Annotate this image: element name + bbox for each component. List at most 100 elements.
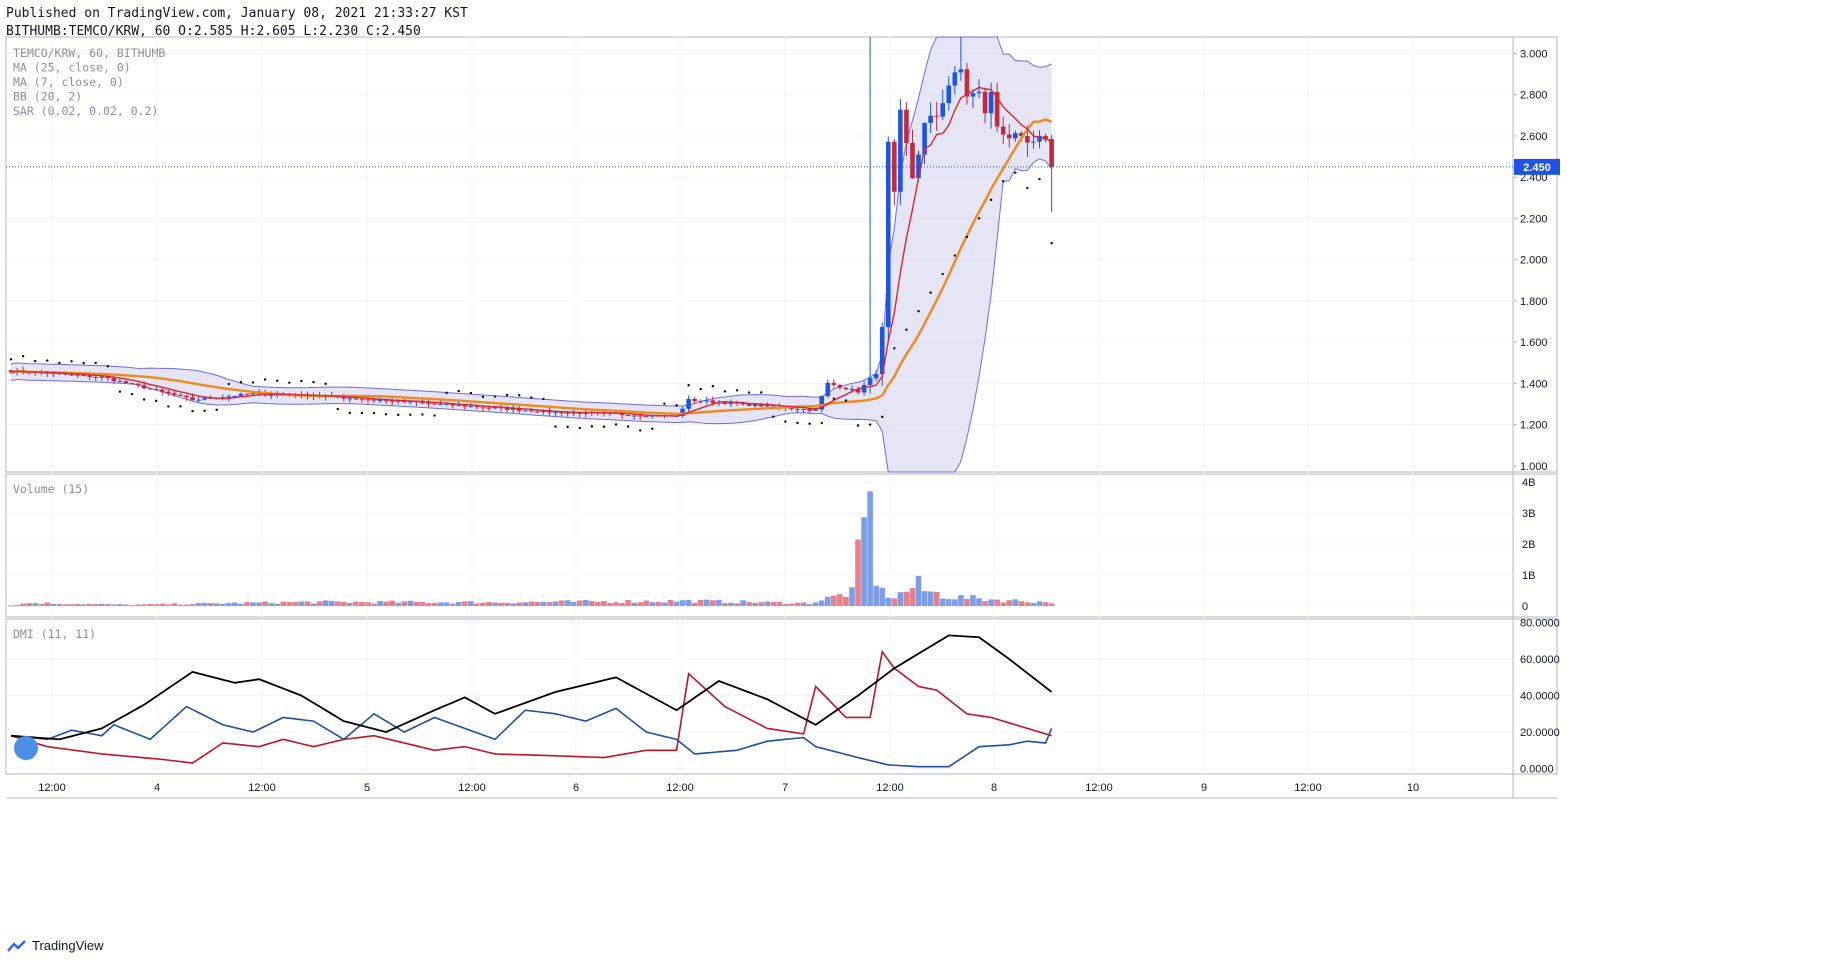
candle-body <box>1037 135 1042 142</box>
sar-dot <box>457 389 460 393</box>
candle-body <box>1006 134 1012 139</box>
volume-bar <box>921 591 928 606</box>
candle-body <box>359 399 365 401</box>
sar-dot <box>953 254 957 257</box>
sar-dot <box>433 414 436 417</box>
candle-body <box>480 407 486 409</box>
sar-dot <box>118 390 122 393</box>
main-legend-line: MA (25, close, 0) <box>13 61 131 75</box>
sar-dot <box>868 423 872 426</box>
volume-bar <box>758 602 765 606</box>
volume-bar <box>504 602 510 606</box>
volume-bar <box>201 602 208 606</box>
sar-dot <box>832 397 836 400</box>
volume-bar <box>1018 601 1025 606</box>
volume-bar <box>80 604 87 606</box>
volume-bar <box>661 602 668 606</box>
sar-dot <box>203 409 206 413</box>
sar-dot <box>469 391 473 395</box>
sar-dot <box>155 399 158 403</box>
volume-bar <box>492 602 498 606</box>
volume-bar <box>849 587 855 606</box>
sar-dot <box>21 354 25 358</box>
volume-bar <box>570 601 577 606</box>
candle-body <box>910 142 915 179</box>
volume-bar <box>964 598 970 606</box>
bollinger-lower-line <box>10 158 1053 473</box>
volume-bar <box>347 602 353 606</box>
volume-bar <box>673 601 680 606</box>
volume-bar <box>595 601 601 606</box>
price-tick-label: 2.400 <box>1520 172 1548 184</box>
candle-body <box>928 115 933 123</box>
candle-body <box>529 410 534 412</box>
volume-bar <box>988 599 994 606</box>
sar-dot <box>1002 180 1005 183</box>
volume-bar <box>933 592 940 606</box>
candle-body <box>105 376 111 379</box>
candle-body <box>147 388 153 390</box>
volume-bar <box>528 601 535 606</box>
sar-dot <box>723 390 727 393</box>
dmi-tick-label: 60.0000 <box>1520 654 1560 666</box>
sar-dot <box>191 409 194 413</box>
candle-body <box>184 395 189 398</box>
volume-bar <box>44 602 51 606</box>
volume-bar <box>952 599 958 606</box>
volume-bar <box>322 600 329 606</box>
volume-bar <box>939 598 946 606</box>
sar-dot <box>46 359 49 362</box>
sar-dot <box>675 404 678 407</box>
time-tick-label: 10 <box>1407 782 1419 794</box>
candle-body <box>81 375 86 377</box>
candle-body <box>631 415 637 417</box>
candle-body <box>946 85 952 104</box>
price-tick-label: 1.000 <box>1520 461 1548 473</box>
volume-bar <box>994 599 1000 606</box>
time-tick-label: 9 <box>1201 782 1207 794</box>
volume-bar <box>546 602 553 606</box>
dmi-tick-label: 40.0000 <box>1520 691 1560 703</box>
volume-bar <box>855 539 861 606</box>
sar-dot <box>735 389 739 392</box>
volume-bar <box>788 603 795 606</box>
volume-bar <box>274 603 281 606</box>
candle-body <box>964 69 970 97</box>
candle-body <box>861 384 867 393</box>
volume-bar <box>455 602 462 606</box>
volume-bar <box>413 601 420 606</box>
candle-body <box>166 391 171 394</box>
sar-dot <box>372 411 376 415</box>
candle-body <box>1013 133 1018 139</box>
sar-dot <box>227 382 231 386</box>
candle-body <box>958 69 964 73</box>
candle-body <box>795 408 800 410</box>
candle-body <box>153 388 159 390</box>
candle-body <box>710 400 716 403</box>
volume-bar <box>685 599 692 606</box>
candle-body <box>117 381 123 383</box>
candle-body <box>75 374 80 376</box>
sar-dot <box>699 387 702 391</box>
candle-body <box>468 406 474 408</box>
volume-bar <box>915 575 922 606</box>
volume-bar <box>873 585 879 606</box>
time-tick-label: 12:00 <box>38 782 66 794</box>
volume-bar <box>50 603 57 606</box>
sar-dot <box>251 381 255 384</box>
candle-body <box>680 408 685 416</box>
candle-body <box>982 91 988 114</box>
volume-bar <box>552 601 559 606</box>
tradingview-logo[interactable]: TradingView <box>6 938 104 953</box>
volume-bar <box>443 602 450 606</box>
candle-body <box>849 388 855 390</box>
volume-bar <box>20 603 26 606</box>
pane-badge-icon <box>14 736 38 760</box>
volume-bar <box>480 602 486 606</box>
volume-bar <box>213 603 220 606</box>
sar-dot <box>167 405 170 408</box>
price-tick-label: 2.000 <box>1520 255 1548 267</box>
price-tick-label: 2.200 <box>1520 213 1548 225</box>
sar-dot <box>554 425 557 428</box>
